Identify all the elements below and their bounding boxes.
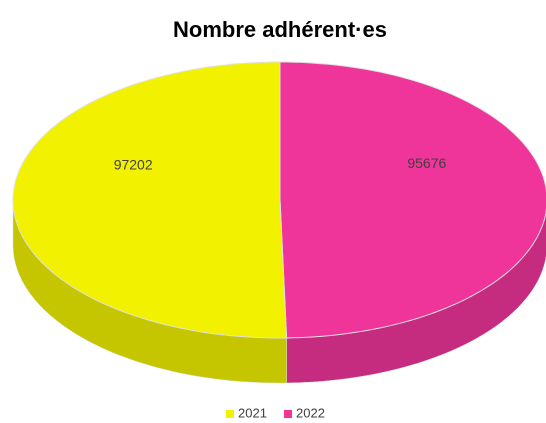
pie-slice: [12, 61, 288, 339]
data-label: 95676: [407, 155, 446, 171]
legend-swatch: [226, 410, 234, 418]
pie-slice: [279, 61, 546, 339]
chart-title: Nombre adhérent·es: [173, 17, 387, 42]
data-label: 97202: [114, 157, 153, 173]
legend-label: 2021: [238, 405, 267, 420]
legend-swatch: [284, 410, 292, 418]
legend-label: 2022: [296, 405, 325, 420]
